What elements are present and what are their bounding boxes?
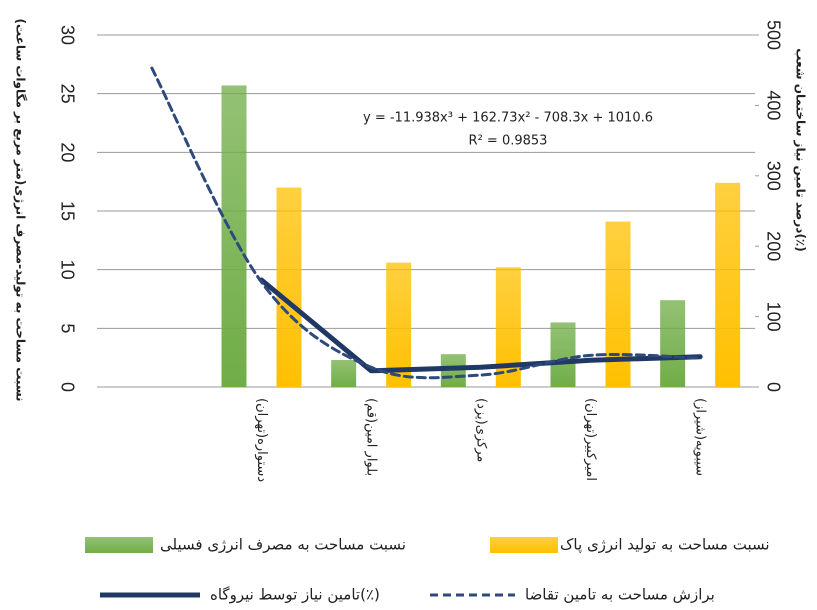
- trend-line: [150, 66, 702, 380]
- y2-axis-title: درصد تامین نیاز ساختمان شعب(٪): [794, 48, 808, 251]
- x-tick-label: امیرکبیر(تهران): [583, 398, 598, 481]
- legend-swatch: [85, 537, 153, 553]
- legend-swatch: [490, 537, 558, 553]
- bar: [715, 182, 741, 387]
- bar: [495, 267, 521, 387]
- legend-label: نسبت مساحت به تولید انرژی پاک: [560, 536, 770, 555]
- bar: [660, 300, 686, 387]
- x-tick-label: سیبویه(شیراز): [693, 398, 708, 476]
- legend-label: نسبت مساحت به مصرف انرژی فسیلی: [160, 536, 406, 554]
- y2-tick-label: 100: [763, 302, 783, 332]
- y-axis-title: نسبت مساحت به تولید-مصرف انرژی(متر مربع …: [13, 18, 28, 401]
- y-tick-label: 10: [57, 260, 77, 280]
- bar: [605, 221, 631, 387]
- y-tick-label: 30: [57, 25, 77, 45]
- legend-label: برازش مساحت به تامین تقاضا: [525, 586, 715, 604]
- y-tick-label: 15: [57, 201, 77, 221]
- y2-tick-label: 500: [763, 20, 783, 50]
- equation: y = -11.938x³ + 162.73x² - 708.3x + 1010…: [363, 111, 653, 126]
- bar: [331, 360, 357, 387]
- y-tick-label: 25: [57, 84, 77, 104]
- x-tick-label: دستواره(تهران): [254, 398, 269, 482]
- y-tick-label: 5: [57, 323, 77, 333]
- r-squared: R² = 0.9853: [469, 134, 548, 149]
- y2-tick-label: 300: [763, 161, 783, 191]
- bar: [276, 187, 302, 387]
- bar: [386, 262, 412, 387]
- y2-tick-label: 200: [763, 231, 783, 261]
- y2-tick-label: 0: [763, 382, 783, 392]
- x-tick-label: بلوار امین(قم): [364, 398, 379, 476]
- y2-tick-label: 400: [763, 90, 783, 120]
- legend-label: تامین نیاز توسط نیروگاه(٪): [210, 586, 380, 604]
- line: [259, 277, 703, 374]
- y-tick-label: 0: [57, 382, 77, 392]
- x-tick-label: مرکزی(یزد): [473, 398, 488, 462]
- y-tick-label: 20: [57, 142, 77, 162]
- bar: [550, 322, 576, 387]
